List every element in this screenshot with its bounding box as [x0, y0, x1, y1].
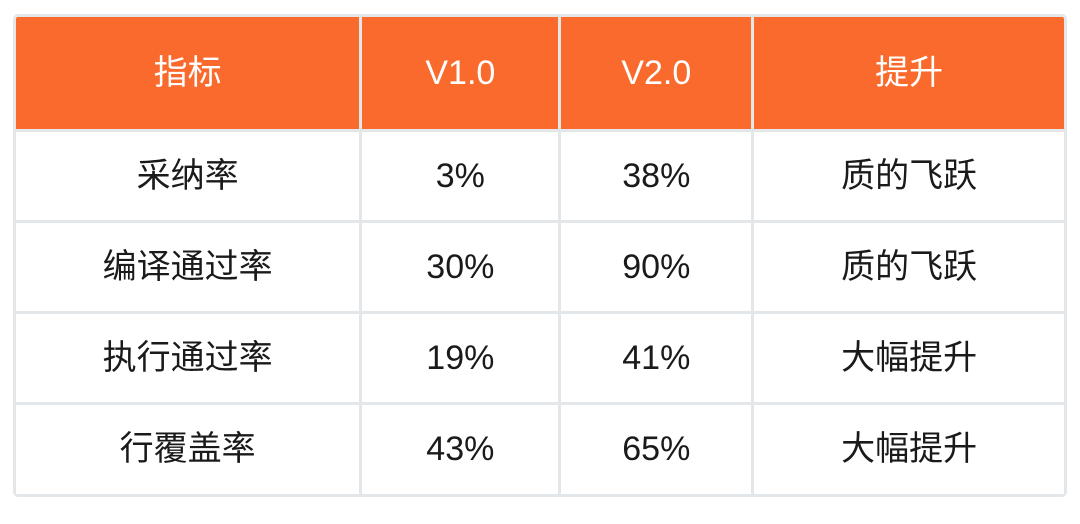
improvement-cell: 质的飞跃: [751, 128, 1064, 223]
improvement-cell: 大幅提升: [751, 401, 1064, 494]
improvement-cell: 大幅提升: [751, 310, 1064, 405]
v1-value-cell: 19%: [359, 310, 562, 405]
v1-value-cell: 30%: [359, 219, 562, 314]
table: 指标 V1.0 V2.0 提升 采纳率 3% 38% 质的飞跃 编译通过率 30…: [16, 17, 1064, 494]
v2-value-cell: 90%: [558, 219, 755, 314]
table-row: 采纳率 3% 38% 质的飞跃: [16, 128, 1064, 223]
v2-value-cell: 41%: [558, 310, 755, 405]
metric-name-cell: 编译通过率: [16, 219, 363, 314]
table-row: 行覆盖率 43% 65% 大幅提升: [16, 401, 1064, 494]
v1-value-cell: 3%: [359, 128, 562, 223]
metrics-comparison-table: 指标 V1.0 V2.0 提升 采纳率 3% 38% 质的飞跃 编译通过率 30…: [13, 14, 1067, 497]
v1-value-cell: 43%: [359, 401, 562, 494]
header-row: 指标 V1.0 V2.0 提升: [16, 17, 1064, 132]
header-cell-metric: 指标: [16, 17, 363, 132]
metric-name-cell: 执行通过率: [16, 310, 363, 405]
metric-name-cell: 采纳率: [16, 128, 363, 223]
header-cell-v1: V1.0: [359, 17, 562, 132]
v2-value-cell: 65%: [558, 401, 755, 494]
header-cell-improvement: 提升: [751, 17, 1064, 132]
improvement-cell: 质的飞跃: [751, 219, 1064, 314]
table-row: 编译通过率 30% 90% 质的飞跃: [16, 219, 1064, 314]
metric-name-cell: 行覆盖率: [16, 401, 363, 494]
v2-value-cell: 38%: [558, 128, 755, 223]
table-row: 执行通过率 19% 41% 大幅提升: [16, 310, 1064, 405]
header-cell-v2: V2.0: [558, 17, 755, 132]
